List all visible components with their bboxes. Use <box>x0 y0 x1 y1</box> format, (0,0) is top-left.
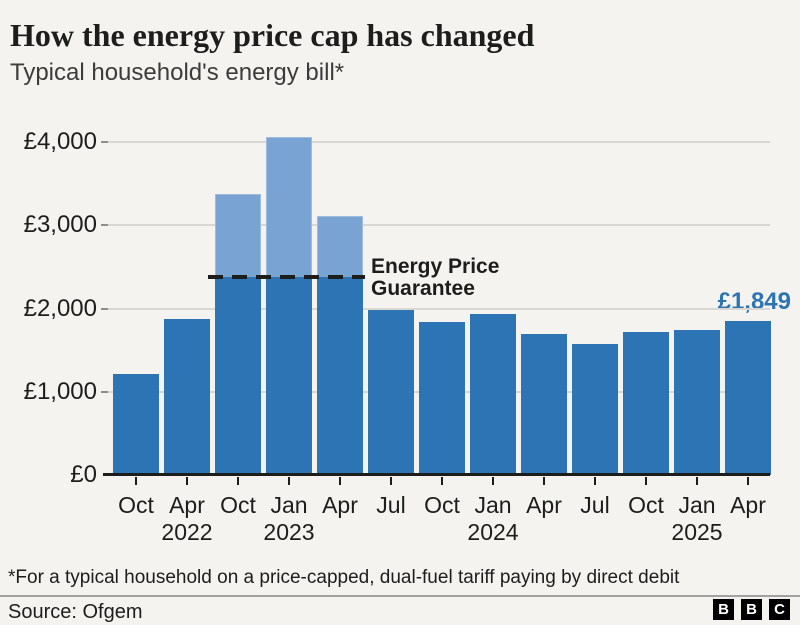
x-axis-year-label-2024: 2024 <box>467 519 519 545</box>
x-tick-7 <box>492 476 494 485</box>
x-axis-month-label-6: Oct <box>424 492 460 518</box>
x-axis-month-label-12: Apr <box>730 492 766 518</box>
bar-Jul <box>572 344 618 475</box>
gridline-2000 <box>103 307 770 310</box>
y-tick-2000 <box>101 307 108 310</box>
bar-Jan-2024 <box>470 314 516 475</box>
energy-price-guarantee-label: Energy Price Guarantee <box>371 256 499 299</box>
bar-Apr <box>317 276 363 475</box>
x-axis-month-label-5: Jul <box>376 492 406 518</box>
y-axis-label-2000: £2,000 <box>23 294 97 322</box>
x-axis-month-label-4: Apr <box>322 492 358 518</box>
x-tick-11 <box>696 476 698 485</box>
energy-price-guarantee-label-line1: Energy Price <box>371 255 500 278</box>
source-credit: Source: Ofgem <box>8 601 143 623</box>
gridline-3000 <box>103 224 770 227</box>
footnote: *For a typical household on a price-capp… <box>8 567 680 588</box>
y-tick-4000 <box>101 141 108 143</box>
bar-Oct <box>419 322 465 475</box>
x-tick-8 <box>543 476 545 485</box>
x-axis-month-label-9: Jul <box>580 492 610 518</box>
bar-Jan-2025 <box>674 330 720 475</box>
bar-Jan-2023 <box>266 276 312 475</box>
x-axis-year-label-2023: 2023 <box>263 519 315 545</box>
bbc-logo-block-b2: B <box>741 599 762 620</box>
energy-price-guarantee-line <box>208 274 365 279</box>
bar-Oct <box>215 276 261 475</box>
page-title: How the energy price cap has changed <box>10 17 535 53</box>
bar-Apr <box>521 334 567 475</box>
x-tick-9 <box>594 476 596 485</box>
y-axis-label-1000: £1,000 <box>23 377 97 405</box>
x-tick-6 <box>441 476 443 485</box>
x-tick-0 <box>135 476 137 485</box>
x-axis-line <box>103 473 770 476</box>
gridline-4000 <box>103 141 770 143</box>
x-axis-year-label-2025: 2025 <box>671 519 723 545</box>
bar-Apr-2022 <box>164 318 210 475</box>
x-tick-2 <box>237 476 239 485</box>
x-axis-year-label-2022: 2022 <box>161 519 213 545</box>
bbc-logo-block-b1: B <box>713 599 734 620</box>
x-tick-5 <box>390 476 392 485</box>
y-tick-3000 <box>101 224 108 227</box>
x-axis-month-label-10: Oct <box>628 492 664 518</box>
latest-value-label: £1,849 <box>717 288 791 316</box>
x-tick-1 <box>186 476 188 485</box>
energy-price-guarantee-label-line2: Guarantee <box>371 276 475 300</box>
y-axis-label-3000: £3,000 <box>23 211 97 239</box>
x-tick-12 <box>747 476 749 485</box>
bar-Oct <box>113 373 159 475</box>
x-axis-month-label-8: Apr <box>526 492 562 518</box>
y-tick-1000 <box>101 390 108 393</box>
y-axis-label-4000: £4,000 <box>23 128 97 155</box>
page-subtitle: Typical household's energy bill* <box>10 59 345 86</box>
bbc-logo-block-c: C <box>769 599 790 620</box>
bbc-logo: B B C <box>713 599 790 620</box>
x-axis-month-label-1: Apr <box>169 492 205 518</box>
x-axis-month-label-3: Jan <box>270 492 308 518</box>
x-axis-month-label-11: Jan <box>678 492 716 518</box>
bar-Apr <box>725 321 771 475</box>
bar-Jul <box>368 310 414 475</box>
y-axis-label-0: £0 <box>70 461 97 488</box>
x-tick-4 <box>339 476 341 485</box>
x-tick-3 <box>288 476 290 485</box>
x-axis-month-label-7: Jan <box>474 492 512 518</box>
footer-divider <box>0 595 800 597</box>
x-axis-month-label-0: Oct <box>118 492 154 518</box>
x-axis-month-label-2: Oct <box>220 492 256 518</box>
x-tick-10 <box>645 476 647 485</box>
bar-Oct <box>623 332 669 475</box>
